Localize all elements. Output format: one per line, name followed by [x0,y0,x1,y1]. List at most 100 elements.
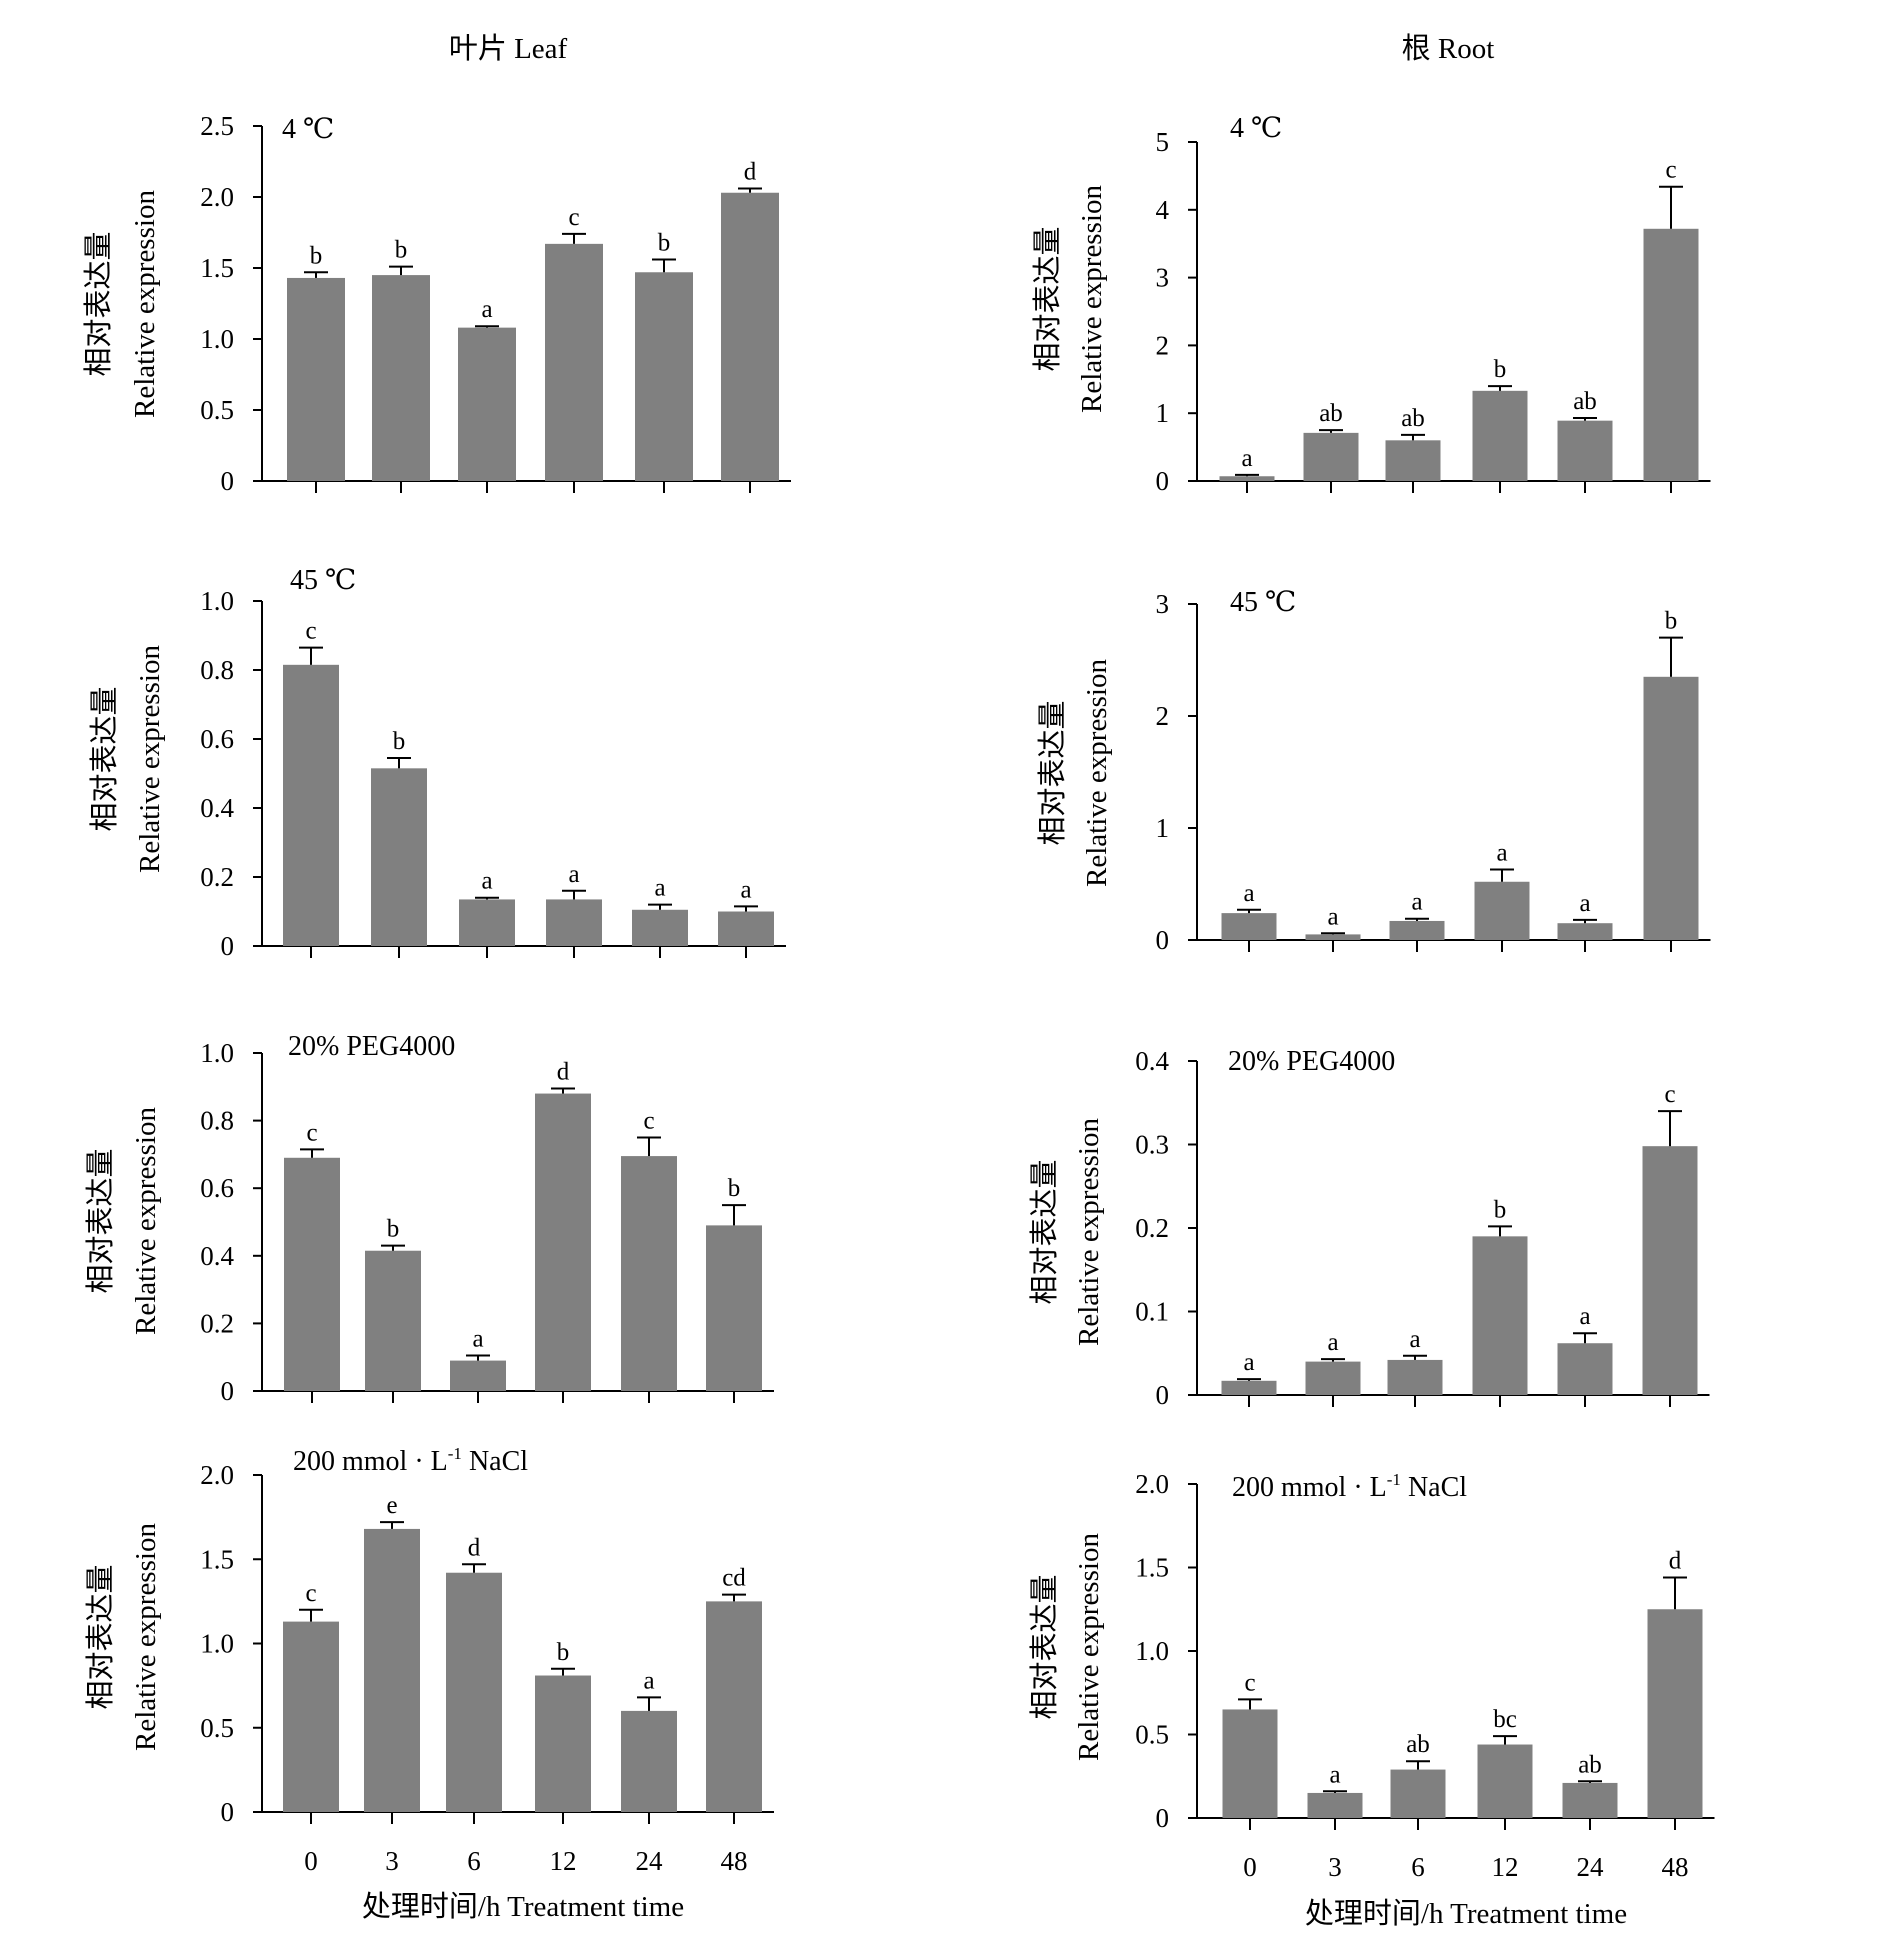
bar [632,909,688,946]
y-tick-label: 1.0 [200,324,234,354]
bar [364,1528,420,1812]
x-tick-label: 0 [1243,1852,1257,1882]
y-tick-label: 0.2 [200,1308,234,1338]
panel-leaf-peg: 0 0.2 0.4 0.6 0.8 1.0 c b a d c b 20% PEG4000 相对表达量 Re… [84,1031,774,1406]
y-axis-label-en: Relative expression [1073,1118,1105,1346]
y-axis-label-cn: 相对表达量 [82,231,115,376]
bar [1387,1359,1443,1395]
significance-letter: d [468,1534,481,1561]
significance-letter: ab [1578,1751,1602,1778]
bar [535,1093,591,1391]
y-tick-label: 0.4 [200,1241,234,1271]
y-axis-label-en: Relative expression [130,1107,162,1335]
significance-letter: a [643,1667,654,1694]
bar [1222,1709,1278,1818]
y-tick-label: 1.0 [200,586,234,616]
y-axis-label-en: Relative expression [1073,1533,1105,1761]
bar [1557,923,1613,940]
bar [721,192,779,482]
condition-label: 45 ℃ [290,565,356,596]
significance-letter: e [386,1492,397,1519]
y-tick-label: 5 [1156,127,1170,157]
significance-letter: b [658,229,671,256]
significance-letter: a [1579,890,1590,917]
bar [1643,228,1699,481]
significance-letter: a [1409,1326,1420,1353]
bar [1389,920,1445,940]
bar [535,1675,591,1812]
significance-letter: c [643,1108,654,1135]
significance-letter: b [310,242,323,269]
bar [1219,476,1275,481]
y-tick-label: 0.2 [1135,1213,1169,1243]
y-tick-label: 1.0 [1135,1636,1169,1666]
significance-letter: a [1411,889,1422,916]
bar [1385,440,1441,481]
y-axis-label-cn: 相对表达量 [88,686,121,831]
panel-leaf-4c: 0 0.5 1.0 1.5 2.0 2.5 b b a c b d 4 ℃ 相对表达量 Relative e… [82,111,791,496]
y-tick-label: 2.0 [1135,1469,1169,1499]
significance-letter: b [395,237,408,264]
bar [621,1156,677,1391]
x-axis-label-root: 处理时间/h Treatment time [1305,1897,1627,1930]
y-axis-label-cn: 相对表达量 [1028,1159,1061,1304]
x-tick-label: 6 [1411,1852,1425,1882]
y-tick-label: 0.6 [200,724,234,754]
significance-letter: d [557,1058,570,1085]
condition-label: 4 ℃ [282,114,334,145]
significance-letter: b [1665,608,1678,635]
significance-letter: c [1244,1669,1255,1696]
significance-letter: a [1327,903,1338,930]
significance-letter: a [1329,1761,1340,1788]
significance-letter: cd [722,1565,746,1592]
y-tick-label: 0 [221,466,235,496]
y-tick-label: 0.8 [200,655,234,685]
y-tick-label: 2.5 [200,111,234,141]
condition-label: 4 ℃ [1230,113,1282,144]
bar [284,1157,340,1391]
y-axis-label-cn: 相对表达量 [84,1564,117,1709]
y-tick-label: 0 [1156,466,1170,496]
condition-label: 20% PEG4000 [1228,1046,1395,1077]
bar [372,275,430,481]
x-tick-label: 24 [636,1846,664,1876]
bar [1474,881,1530,940]
bar [621,1710,677,1812]
y-tick-label: 2 [1156,701,1170,731]
bar [635,272,693,481]
x-tick-label: 12 [550,1846,577,1876]
bar [371,768,427,946]
panel-root-peg: 0 0.1 0.2 0.3 0.4 a a a b a c 20% PEG4000 相对表达量 Relat… [1028,1046,1710,1410]
bar [1647,1609,1703,1818]
significance-letter: a [1243,1349,1254,1376]
bar [1472,1236,1528,1395]
y-tick-label: 0.5 [1135,1720,1169,1750]
panel-root-45c: 0 1 2 3 a a a a a b 45 ℃ 相对表达量 Relative expression [1036,587,1711,955]
bar [1305,1361,1361,1395]
y-axis-label-cn: 相对表达量 [1031,226,1064,371]
column-title-leaf: 叶片 Leaf [449,32,568,65]
significance-letter: c [1664,1081,1675,1108]
y-tick-label: 1.5 [1135,1553,1169,1583]
condition-label: 20% PEG4000 [288,1031,455,1062]
significance-letter: ab [1319,400,1343,427]
y-axis-label-cn: 相对表达量 [1028,1574,1061,1719]
y-tick-label: 0.8 [200,1106,234,1136]
y-tick-label: 0.3 [1135,1130,1169,1160]
y-axis-label-cn: 相对表达量 [84,1148,117,1293]
y-tick-label: 0 [221,1797,235,1827]
significance-letter: b [1494,356,1507,383]
y-tick-label: 0.2 [200,862,234,892]
significance-letter: a [654,875,665,902]
bar [1642,1146,1698,1395]
y-tick-label: 3 [1156,589,1170,619]
bar [1477,1744,1533,1818]
y-tick-label: 2 [1156,330,1170,360]
y-tick-label: 2.0 [200,182,234,212]
significance-letter: b [557,1639,570,1666]
bar [718,911,774,946]
bar [1557,420,1613,481]
significance-letter: a [1241,445,1252,472]
significance-letter: a [481,868,492,895]
